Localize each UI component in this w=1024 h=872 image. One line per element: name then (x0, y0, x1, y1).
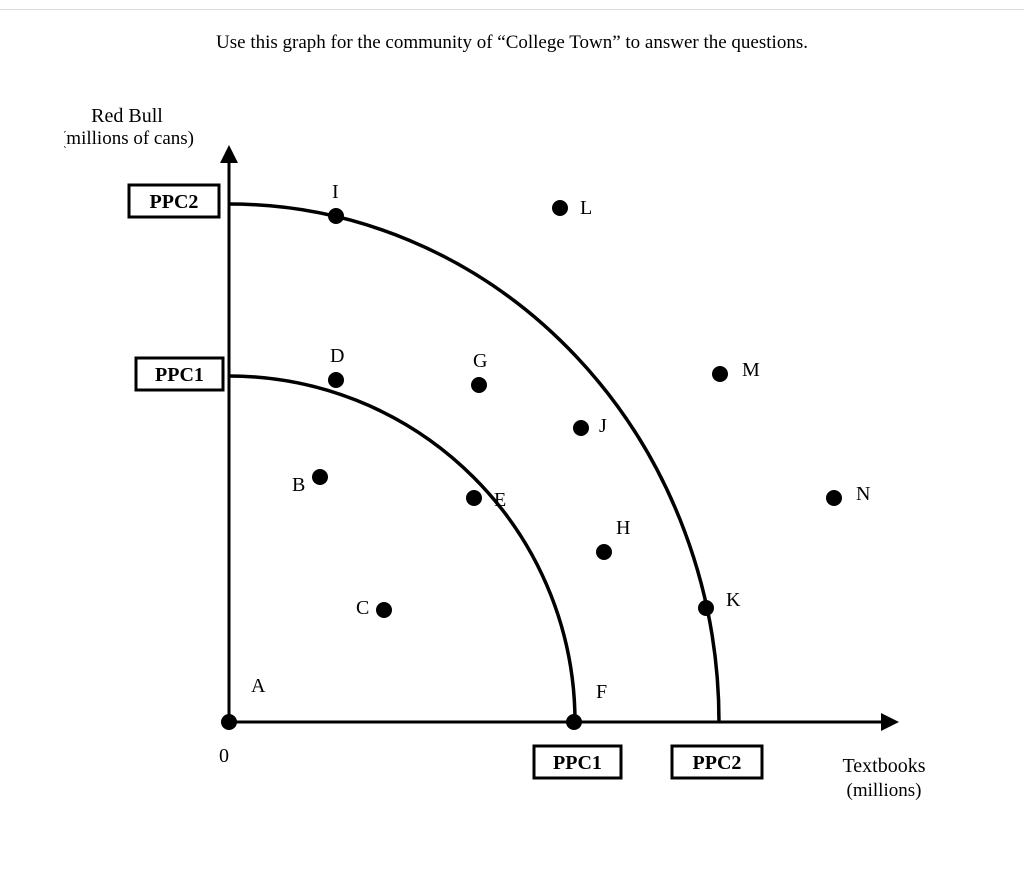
point-K (698, 600, 714, 616)
point-N (826, 490, 842, 506)
point-D (328, 372, 344, 388)
ppc2-x-box-label: PPC2 (693, 752, 742, 774)
point-label-H: H (616, 517, 630, 539)
origin-label: 0 (219, 745, 229, 767)
point-label-E: E (494, 489, 506, 511)
ppc1-y-box-label: PPC1 (155, 364, 204, 386)
point-label-B: B (292, 474, 305, 496)
point-label-F: F (596, 681, 607, 703)
point-A (221, 714, 237, 730)
point-H (596, 544, 612, 560)
page: Use this graph for the community of “Col… (0, 0, 1024, 872)
ppc2-y-box-label: PPC2 (150, 191, 199, 213)
instruction-text: Use this graph for the community of “Col… (0, 32, 1024, 54)
horizontal-rule (0, 9, 1024, 10)
point-C (376, 602, 392, 618)
point-I (328, 208, 344, 224)
point-label-G: G (473, 350, 487, 372)
point-F (566, 714, 582, 730)
ppc2-curve (229, 204, 719, 722)
ppc1-x-box-label: PPC1 (553, 752, 602, 774)
point-label-A: A (251, 675, 266, 697)
point-M (712, 366, 728, 382)
point-J (573, 420, 589, 436)
point-label-L: L (580, 197, 592, 219)
point-B (312, 469, 328, 485)
point-label-D: D (330, 345, 344, 367)
ppc-chart: Red Bull(millions of cans) Textbooks (mill… (64, 100, 964, 860)
point-label-J: J (599, 415, 607, 437)
point-label-I: I (332, 181, 339, 203)
y-axis-label-line2: (millions of cans) (64, 128, 194, 149)
point-label-K: K (726, 589, 741, 611)
point-label-C: C (356, 597, 369, 619)
y-axis-label-line1: Red Bull (91, 105, 163, 127)
point-label-M: M (742, 359, 760, 381)
x-axis-label-line2: (millions) (847, 780, 922, 801)
point-G (471, 377, 487, 393)
x-axis-label-line1: Textbooks (842, 755, 925, 777)
ppc1-curve (229, 376, 575, 722)
point-E (466, 490, 482, 506)
point-label-N: N (856, 483, 870, 505)
point-L (552, 200, 568, 216)
